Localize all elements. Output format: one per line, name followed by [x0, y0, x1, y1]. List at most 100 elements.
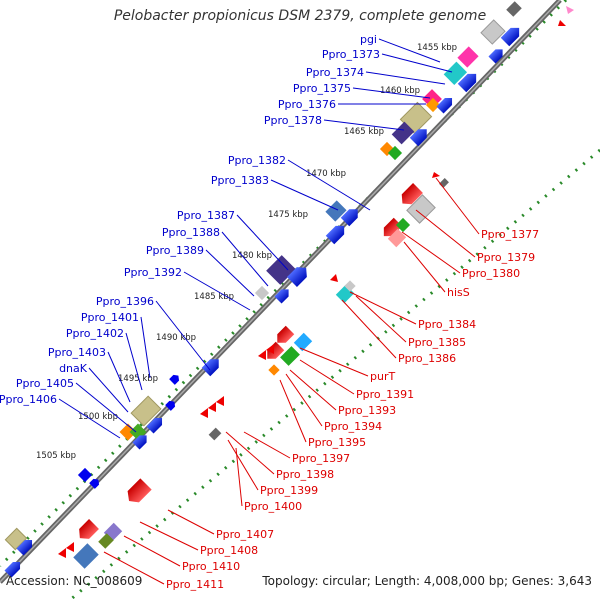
gene-label-reverse[interactable]: Ppro_1393 [338, 404, 396, 417]
gene-label-reverse[interactable]: Ppro_1398 [276, 468, 334, 481]
gene-feature [566, 6, 574, 14]
forward-dotted-track [0, 0, 568, 568]
gene-label-reverse[interactable]: Ppro_1385 [408, 336, 466, 349]
gene-label-forward[interactable]: Ppro_1373 [322, 48, 380, 61]
leader-line [139, 521, 199, 551]
gene-feature [165, 400, 176, 411]
gene-feature [395, 217, 411, 233]
gene-feature [79, 519, 99, 539]
gene-feature [58, 548, 66, 558]
leader-line [415, 209, 476, 258]
leader-line [225, 431, 275, 475]
gene-label-forward[interactable]: Ppro_1376 [278, 98, 336, 111]
leader-line [107, 351, 131, 403]
leader-line [401, 231, 461, 274]
gene-feature [77, 467, 93, 483]
gene-label-reverse[interactable]: Ppro_1410 [182, 560, 240, 573]
gene-feature [432, 172, 440, 178]
leader-line [323, 119, 405, 131]
gene-feature [119, 423, 137, 441]
leader-line [299, 359, 355, 395]
gene-label-reverse[interactable]: Ppro_1384 [418, 318, 476, 331]
gene-label-reverse[interactable]: Ppro_1397 [292, 452, 350, 465]
gene-feature [146, 417, 163, 434]
gene-label-reverse[interactable]: Ppro_1400 [244, 500, 302, 513]
gene-feature [266, 255, 296, 285]
gene-label-reverse[interactable]: Ppro_1391 [356, 388, 414, 401]
tick-label: 1505 kbp [36, 451, 76, 461]
gene-label-reverse[interactable]: Ppro_1380 [462, 267, 520, 280]
gene-feature [387, 228, 407, 248]
leader-line [365, 71, 446, 85]
tick-label: 1490 kbp [156, 333, 196, 343]
gene-label-reverse[interactable]: purT [370, 370, 395, 383]
gene-feature [387, 145, 403, 161]
gene-label-reverse[interactable]: Ppro_1408 [200, 544, 258, 557]
gene-label-forward[interactable]: pgi [360, 33, 377, 46]
gene-label-reverse[interactable]: Ppro_1379 [477, 251, 535, 264]
gene-label-forward[interactable]: dnaK [59, 362, 88, 375]
leader-line [205, 249, 255, 297]
gene-label-reverse[interactable]: Ppro_1399 [260, 484, 318, 497]
forward-leader-lines [58, 38, 453, 439]
tick-label: 1465 kbp [344, 127, 384, 137]
gene-label-forward[interactable]: Ppro_1403 [48, 346, 106, 359]
leader-line [58, 398, 121, 439]
gene-label-forward[interactable]: Ppro_1378 [264, 114, 322, 127]
leader-line [243, 431, 291, 459]
leader-line [287, 159, 371, 211]
gene-feature [500, 27, 520, 47]
gene-label-forward[interactable]: Ppro_1402 [66, 327, 124, 340]
gene-label-forward[interactable]: Ppro_1375 [293, 82, 351, 95]
gene-feature [436, 97, 453, 114]
gene-label-forward[interactable]: Ppro_1387 [177, 209, 235, 222]
gene-label-forward[interactable]: Ppro_1392 [124, 266, 182, 279]
tick-label: 1480 kbp [232, 251, 272, 261]
gene-label-reverse[interactable]: Ppro_1377 [481, 228, 539, 241]
gene-feature [268, 364, 280, 376]
gene-label-forward[interactable]: Ppro_1406 [0, 393, 57, 406]
gene-label-reverse[interactable]: Ppro_1394 [324, 420, 382, 433]
leader-line [227, 439, 259, 491]
gene-feature [169, 374, 180, 385]
gene-label-forward[interactable]: Ppro_1389 [146, 244, 204, 257]
gene-label-forward[interactable]: Ppro_1405 [16, 377, 74, 390]
leader-line [236, 214, 289, 271]
gene-feature [383, 217, 403, 237]
tick-label: 1460 kbp [380, 86, 420, 96]
leader-line [125, 332, 143, 391]
gene-label-reverse[interactable]: hisS [447, 286, 470, 299]
tick-label: 1455 kbp [417, 43, 457, 53]
gene-feature [16, 539, 33, 556]
accession-label: Accession: NC_008609 [6, 574, 143, 588]
reverse-gene-labels: Ppro_1377 Ppro_1379 Ppro_1380 hisS Ppro_1384… [166, 228, 539, 591]
gene-label-forward[interactable]: Ppro_1382 [228, 154, 286, 167]
leader-line [403, 241, 446, 293]
gene-label-reverse[interactable]: Ppro_1395 [308, 436, 366, 449]
leader-line [355, 295, 407, 343]
gene-feature [344, 280, 356, 292]
gene-feature [127, 478, 152, 503]
leader-line [140, 316, 151, 379]
gene-label-forward[interactable]: Ppro_1401 [81, 311, 139, 324]
leader-line [381, 53, 453, 73]
gene-feature [406, 194, 436, 224]
tick-label: 1475 kbp [268, 210, 308, 220]
leader-line [103, 551, 165, 585]
gene-feature [325, 225, 345, 245]
gene-label-forward[interactable]: Ppro_1383 [211, 174, 269, 187]
gene-feature [293, 332, 313, 352]
gene-feature [216, 396, 224, 406]
gene-label-reverse[interactable]: Ppro_1407 [216, 528, 274, 541]
gene-label-forward[interactable]: Ppro_1396 [96, 295, 154, 308]
gene-label-reverse[interactable]: Ppro_1386 [398, 352, 456, 365]
gene-feature [558, 20, 566, 26]
gene-feature [200, 408, 208, 418]
leader-line [183, 271, 251, 311]
gene-label-forward[interactable]: Ppro_1388 [162, 226, 220, 239]
leader-line [75, 382, 137, 433]
gene-label-reverse[interactable]: Ppro_1411 [166, 578, 224, 591]
gene-label-forward[interactable]: Ppro_1374 [306, 66, 364, 79]
